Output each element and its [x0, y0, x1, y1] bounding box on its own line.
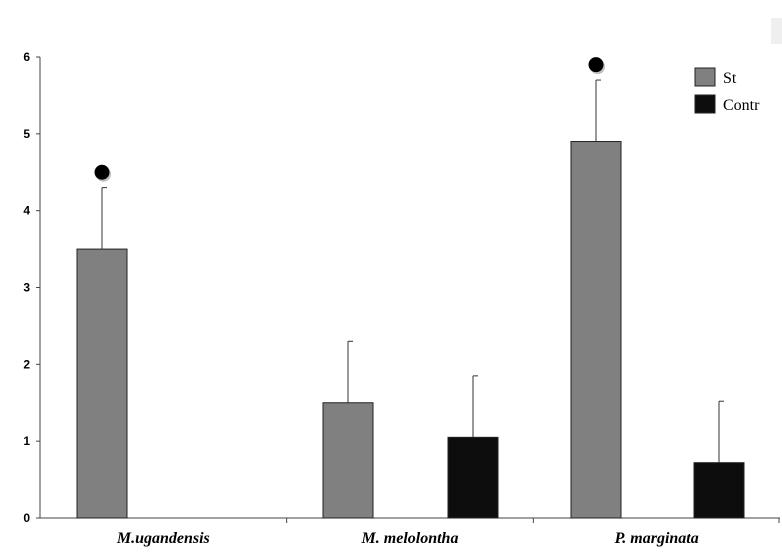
- error-bars: [101, 79, 724, 463]
- y-tick-label: 0: [23, 511, 30, 525]
- axes: [36, 56, 780, 523]
- y-tick-label: 5: [23, 127, 30, 141]
- bar-contr: [447, 436, 499, 519]
- corner-decoration: [771, 18, 782, 44]
- legend: St Contr: [694, 67, 760, 114]
- x-category-label: M.ugandensis: [116, 530, 210, 547]
- x-category-label: P. marginata: [614, 530, 699, 547]
- y-tick-label: 6: [23, 50, 30, 64]
- significance-dot: [94, 164, 110, 180]
- legend-swatch-st: [694, 67, 716, 87]
- bar-st: [570, 141, 622, 519]
- significance-dot: [588, 57, 604, 73]
- bar-st: [322, 402, 374, 519]
- y-tick-label: 4: [23, 204, 30, 218]
- legend-swatch-contr: [694, 94, 716, 114]
- bar-contr: [693, 462, 745, 519]
- y-tick-label: 1: [23, 434, 30, 448]
- x-category-label: M. melolontha: [361, 530, 459, 547]
- y-tick-label: 3: [23, 281, 30, 295]
- tick-labels: 0 1 2 3 4 5 6 M.ugandensis M. melolontha P. margi…: [23, 50, 698, 547]
- significance-markers: [94, 57, 605, 182]
- legend-label-st: St: [723, 70, 737, 87]
- y-tick-label: 2: [23, 357, 30, 371]
- bar-st: [76, 248, 128, 519]
- bars: [76, 141, 745, 519]
- legend-label-contr: Contr: [723, 97, 760, 114]
